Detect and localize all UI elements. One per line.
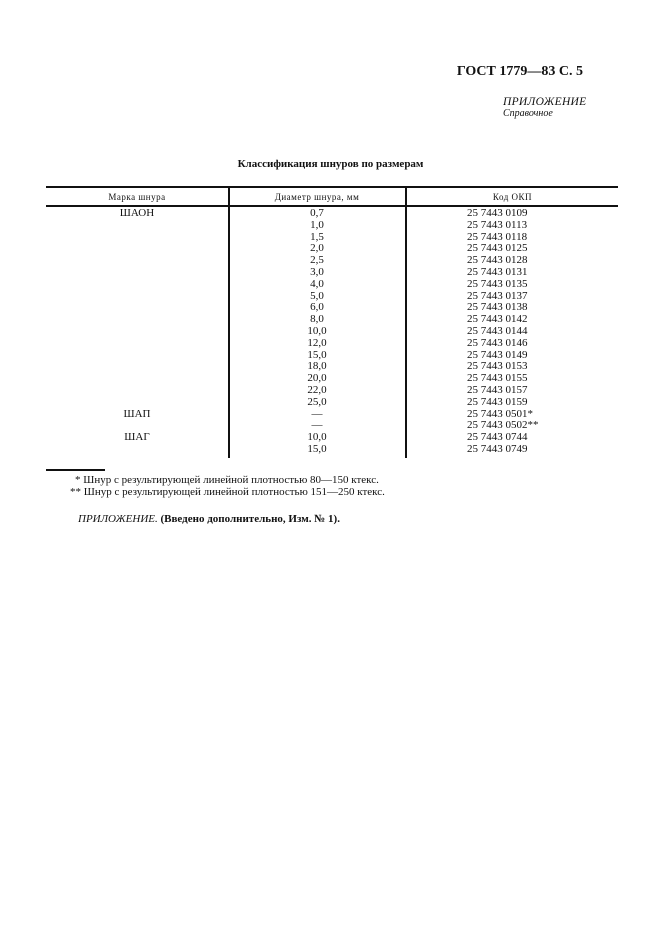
cell-code: 25 7443 0744 [467,431,528,444]
table-row: 2,5 25 7443 0128 [46,254,618,266]
cell-diameter: 25,0 [307,395,327,408]
classification-table: Марка шнура Диаметр шнура, мм Код ОКП ША… [46,186,618,458]
table-row: 2,0 25 7443 0125 [46,242,618,254]
cell-diameter: 15,0 [307,348,327,361]
cell-code: 25 7443 0142 [467,313,528,326]
table-row: 6,0 25 7443 0138 [46,301,618,313]
table-row: 5,0 25 7443 0137 [46,290,618,302]
table-row: 4,0 25 7443 0135 [46,278,618,290]
appendix-label: ПРИЛОЖЕНИЕ [503,96,587,108]
addendum-italic: ПРИЛОЖЕНИЕ. [78,513,158,525]
table-row: 15,0 25 7443 0749 [46,443,618,455]
cell-code: 25 7443 0109 [467,207,528,219]
table-row: ШАГ 10,0 25 7443 0744 [46,431,618,443]
table-row: — 25 7443 0502** [46,419,618,431]
table-top-rule [46,186,618,188]
cell-mark: ШАГ [124,431,150,444]
cell-code: 25 7443 0155 [467,372,528,385]
cell-diameter: 8,0 [310,313,324,326]
cell-diameter: 18,0 [307,360,327,373]
table-row: 20,0 25 7443 0155 [46,372,618,384]
cell-diameter: 2,5 [310,254,324,267]
table-row: 25,0 25 7443 0159 [46,396,618,408]
cell-mark: ШАП [123,407,151,420]
table-row: 8,0 25 7443 0142 [46,313,618,325]
cell-code: 25 7443 0135 [467,277,528,290]
cell-code: 25 7443 0159 [467,395,528,408]
column-header-mark: Марка шнура [108,192,166,202]
cell-code: 25 7443 0144 [467,325,528,337]
cell-code: 25 7443 0149 [467,348,528,361]
table-row: 10,0 25 7443 0144 [46,325,618,337]
cell-diameter: 10,0 [307,431,327,444]
footnote-1: * Шнур с результирующей линейной плотнос… [75,474,379,486]
cell-diameter: 2,0 [310,242,324,255]
cell-diameter: 15,0 [307,443,327,455]
table-row: 22,0 25 7443 0157 [46,384,618,396]
cell-diameter: 5,0 [310,289,324,302]
cell-code: 25 7443 0131 [467,266,528,278]
cell-code: 25 7443 0502** [467,419,539,432]
footnote-2: ** Шнур с результирующей линейной плотно… [70,486,385,498]
table-title: Классификация шнуров по размерам [237,158,424,170]
table-row: 3,0 25 7443 0131 [46,266,618,278]
cell-code: 25 7443 0113 [467,218,528,231]
cell-diameter: 20,0 [307,372,327,385]
cell-code: 25 7443 0125 [467,242,528,255]
cell-code: 25 7443 0157 [467,384,528,396]
cell-diameter: 12,0 [307,336,327,349]
table-row: 12,0 25 7443 0146 [46,337,618,349]
cell-diameter: 0,7 [310,207,324,219]
cell-diameter: 10,0 [307,325,327,337]
document-reference: ГОСТ 1779—83 С. 5 [456,64,583,79]
column-header-code: Код ОКП [492,192,533,202]
appendix-type: Справочное [503,108,553,119]
column-header-diameter: Диаметр шнура, мм [274,192,360,202]
cell-diameter: 1,0 [310,218,324,231]
cell-code: 25 7443 0749 [467,443,528,455]
cell-code: 25 7443 0153 [467,360,528,373]
table-row: 1,5 25 7443 0118 [46,231,618,243]
column-divider [228,186,230,458]
cell-diameter: 1,5 [310,230,324,243]
cell-code: 25 7443 0118 [467,230,528,243]
table-row: 18,0 25 7443 0153 [46,360,618,372]
addendum-note: ПРИЛОЖЕНИЕ. (Введено дополнительно, Изм.… [78,513,340,525]
cell-diameter: 6,0 [310,301,324,314]
header-rule [46,205,618,207]
cell-code: 25 7443 0128 [467,254,528,267]
cell-diameter: — [311,419,323,432]
cell-code: 25 7443 0501* [467,407,533,420]
footnote-rule [46,469,105,471]
cell-code: 25 7443 0146 [467,336,528,349]
table-row: ШАП — 25 7443 0501* [46,408,618,420]
addendum-bold: (Введено дополнительно, Изм. № 1). [160,513,340,525]
cell-diameter: — [311,407,323,420]
table-row: ШАОН 0,7 25 7443 0109 [46,207,618,219]
table-row: 1,0 25 7443 0113 [46,219,618,231]
cell-diameter: 3,0 [310,266,324,278]
cell-diameter: 22,0 [307,384,327,396]
cell-diameter: 4,0 [310,277,324,290]
cell-mark: ШАОН [119,207,155,219]
cell-code: 25 7443 0137 [467,289,528,302]
column-divider [405,186,407,458]
cell-code: 25 7443 0138 [467,301,528,314]
table-row: 15,0 25 7443 0149 [46,349,618,361]
